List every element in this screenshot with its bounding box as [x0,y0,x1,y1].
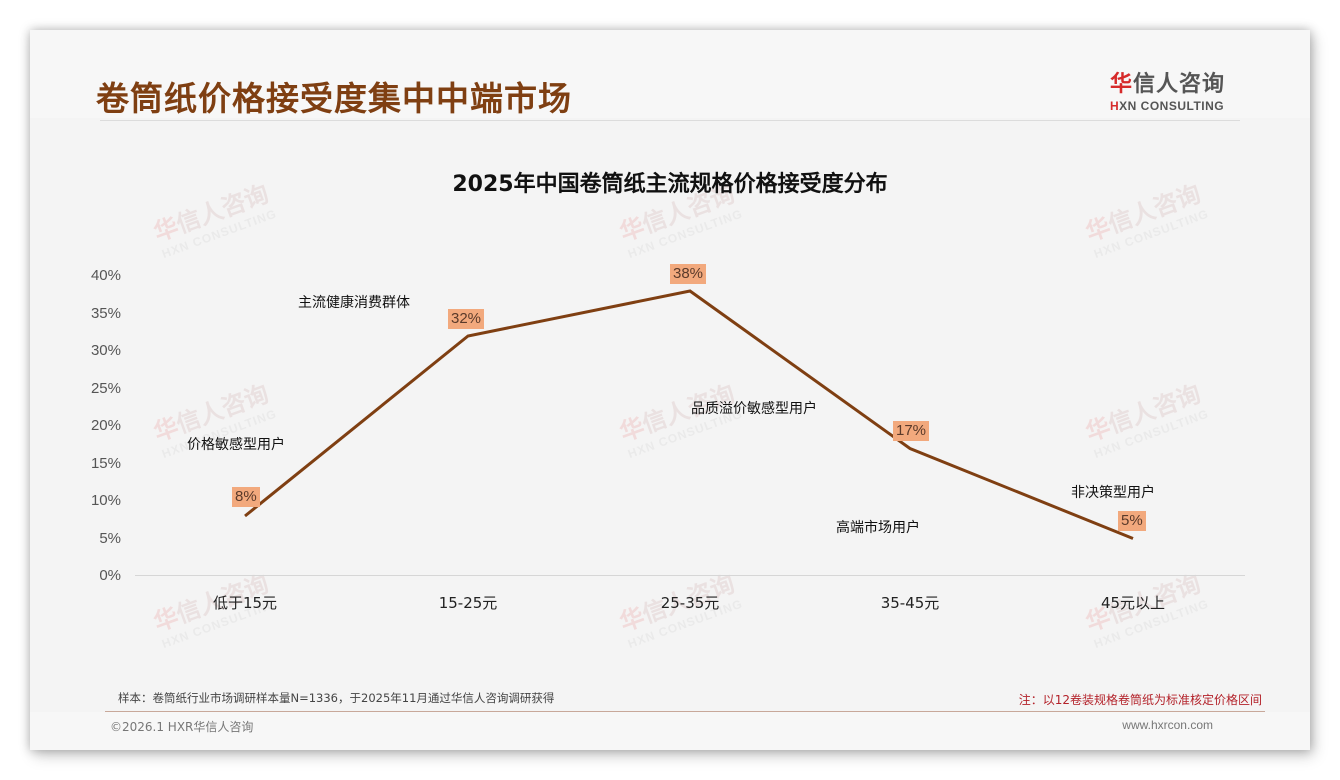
y-tick-label: 15% [90,454,121,472]
segment-annotation: 高端市场用户 [836,520,920,536]
x-tick-label: 15-25元 [438,594,498,612]
y-tick-label: 25% [90,379,121,397]
logo-cn-accent: 华 [1110,72,1134,97]
y-tick-label: 35% [90,304,121,322]
x-axis-line [135,575,1245,576]
x-tick-label: 45元以上 [1100,594,1166,612]
x-tick-label: 35-45元 [880,594,940,612]
copyright: ©2026.1 HXR华信人咨询 [110,720,254,734]
sample-note: 样本：卷筒纸行业市场调研样本量N=1336，于2025年11月通过华信人咨询调研… [118,691,555,705]
slide: 卷筒纸价格接受度集中中端市场 华信人咨询 HXN CONSULTING 华信人咨… [30,30,1310,750]
chart-line-plot [244,289,1134,540]
chart-title: 2025年中国卷筒纸主流规格价格接受度分布 [452,172,888,197]
series-line [244,289,1134,540]
title-divider [100,120,1240,121]
segment-annotation: 非决策型用户 [1071,485,1155,501]
logo-en-accent: H [1110,99,1120,113]
segment-annotation: 价格敏感型用户 [187,437,285,453]
footer-band [30,712,1310,750]
website-link: www.hxrcon.com [1122,718,1213,732]
x-tick-label: 25-35元 [660,594,720,612]
x-tick-label: 低于15元 [212,594,278,612]
logo-cn-text: 信人咨询 [1133,72,1226,97]
y-tick-label: 10% [90,492,121,509]
y-tick-label: 5% [99,529,121,547]
header-band [30,30,1310,118]
y-tick-label: 20% [90,417,121,434]
logo-en: HXN CONSULTING [1110,99,1240,113]
page-title: 卷筒纸价格接受度集中中端市场 [96,79,572,118]
segment-annotation: 主流健康消费群体 [298,295,410,311]
segment-annotation: 品质溢价敏感型用户 [691,401,817,417]
price-note: 注：以12卷装规格卷筒纸为标准核定价格区间 [1018,693,1262,707]
data-label: 38% [670,264,707,284]
logo-cn: 华信人咨询 [1110,66,1240,98]
data-label: 5% [1118,511,1146,531]
logo-en-text: XN CONSULTING [1119,99,1225,113]
y-tick-label: 30% [90,342,121,359]
data-label: 32% [448,309,485,329]
data-label: 17% [893,421,930,441]
data-label: 8% [232,487,260,507]
company-logo: 华信人咨询 HXN CONSULTING [1110,66,1240,113]
footer-divider [105,711,1265,712]
y-tick-label: 40% [90,267,121,284]
y-tick-label: 0% [99,567,121,584]
